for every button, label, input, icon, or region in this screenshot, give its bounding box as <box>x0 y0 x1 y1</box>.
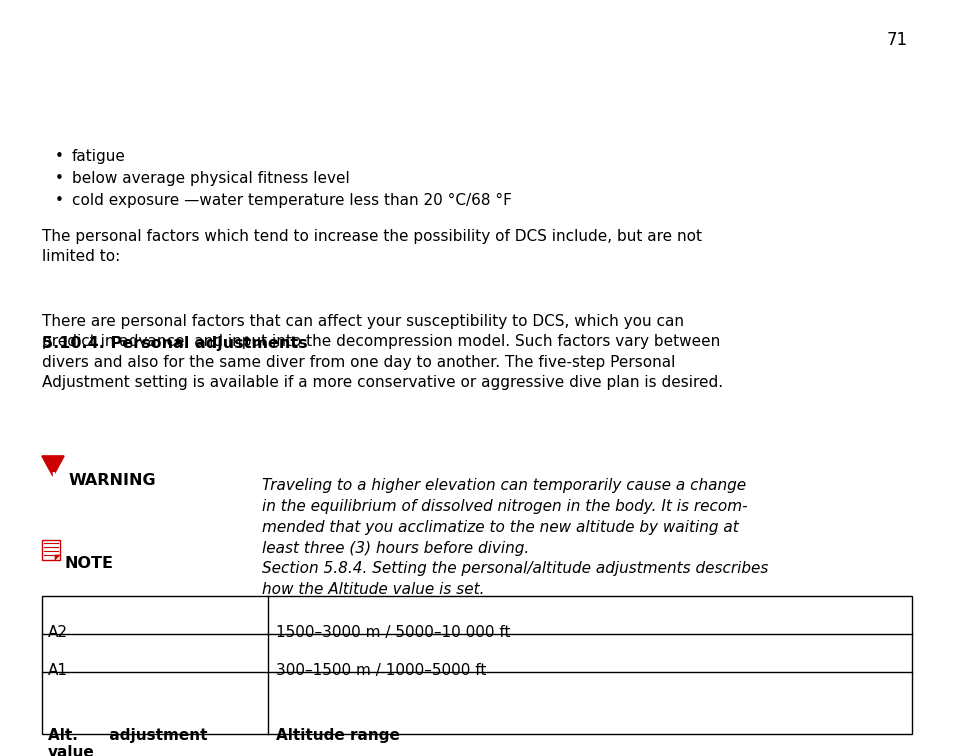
Text: below average physical fitness level: below average physical fitness level <box>71 171 350 186</box>
Text: cold exposure —water temperature less than 20 °C/68 °F: cold exposure —water temperature less th… <box>71 193 512 208</box>
Text: Section 5.8.4. Setting the personal/altitude adjustments describes
how the Altit: Section 5.8.4. Setting the personal/alti… <box>262 561 767 597</box>
Bar <box>42 596 911 734</box>
Text: There are personal factors that can affect your susceptibility to DCS, which you: There are personal factors that can affe… <box>42 314 722 390</box>
Bar <box>42 540 60 560</box>
Text: NOTE: NOTE <box>64 556 112 571</box>
Text: Alt.      adjustment
value: Alt. adjustment value <box>48 728 208 756</box>
Text: 1500–3000 m / 5000–10 000 ft: 1500–3000 m / 5000–10 000 ft <box>275 625 510 640</box>
Text: !: ! <box>51 471 56 484</box>
Text: A1: A1 <box>48 663 68 678</box>
Text: Altitude range: Altitude range <box>275 728 399 743</box>
Text: A2: A2 <box>48 625 68 640</box>
Polygon shape <box>42 456 64 476</box>
Text: Traveling to a higher elevation can temporarily cause a change
in the equilibriu: Traveling to a higher elevation can temp… <box>262 478 747 556</box>
Text: fatigue: fatigue <box>71 149 126 164</box>
Text: WARNING: WARNING <box>69 473 156 488</box>
Text: 5.10.4. Personal adjustments: 5.10.4. Personal adjustments <box>42 336 307 351</box>
Polygon shape <box>55 555 60 560</box>
Text: 300–1500 m / 1000–5000 ft: 300–1500 m / 1000–5000 ft <box>275 663 486 678</box>
Text: The personal factors which tend to increase the possibility of DCS include, but : The personal factors which tend to incre… <box>42 229 701 265</box>
Text: •: • <box>55 149 64 164</box>
Text: •: • <box>55 171 64 186</box>
Text: •: • <box>55 193 64 208</box>
Text: 71: 71 <box>886 31 907 49</box>
